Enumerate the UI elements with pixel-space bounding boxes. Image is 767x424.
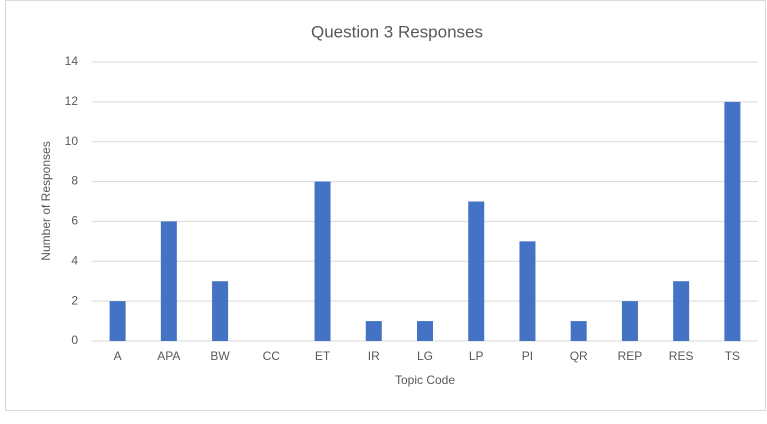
y-tick-label: 14 xyxy=(65,54,79,68)
x-tick-label: IR xyxy=(368,349,380,363)
x-tick-label: BW xyxy=(210,349,230,363)
bar xyxy=(468,201,485,341)
bar xyxy=(519,241,536,341)
x-tick-label: RES xyxy=(669,349,694,363)
bar xyxy=(673,281,690,341)
x-tick-label: A xyxy=(114,349,122,363)
y-tick-label: 10 xyxy=(65,134,79,148)
bar xyxy=(314,181,331,341)
y-axis-title: Number of Responses xyxy=(39,141,53,260)
y-tick-label: 8 xyxy=(71,174,78,188)
y-tick-label: 6 xyxy=(71,214,78,228)
bar xyxy=(212,281,229,341)
chart-title: Question 3 Responses xyxy=(311,22,483,41)
bar xyxy=(417,321,433,341)
chart-frame xyxy=(5,0,766,411)
x-tick-label: REP xyxy=(618,349,643,363)
bar xyxy=(160,221,177,341)
y-tick-label: 4 xyxy=(71,253,78,267)
x-tick-label: APA xyxy=(157,349,180,363)
x-tick-label: LP xyxy=(469,349,484,363)
x-tick-label: PI xyxy=(522,349,533,363)
bar xyxy=(365,321,382,341)
x-tick-label: TS xyxy=(725,349,740,363)
x-tick-label: QR xyxy=(570,349,588,363)
y-tick-label: 2 xyxy=(71,293,78,307)
x-tick-label: ET xyxy=(315,349,331,363)
y-tick-label: 0 xyxy=(71,333,78,347)
y-tick-label: 12 xyxy=(65,94,79,108)
bar xyxy=(724,101,741,341)
x-tick-label: LG xyxy=(417,349,433,363)
x-axis-title: Topic Code xyxy=(395,373,455,387)
bar xyxy=(109,301,126,341)
bar xyxy=(570,321,587,341)
bar xyxy=(621,301,638,341)
x-tick-label: CC xyxy=(263,349,281,363)
